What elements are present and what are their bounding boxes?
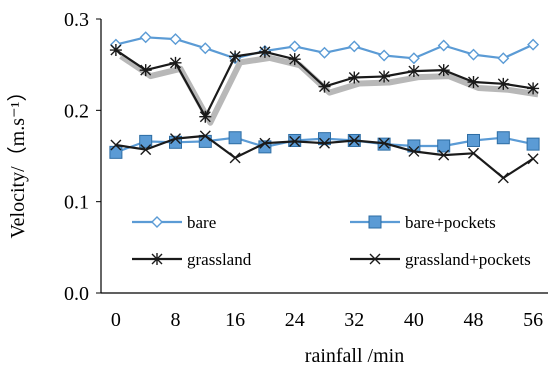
data-point [318,80,331,93]
series-grassland-pockets [110,130,539,184]
data-point [139,31,152,44]
x-tick-label: 24 [285,309,305,331]
data-point [438,149,450,161]
data-point [527,82,540,95]
data-point [527,153,539,165]
data-point [139,64,152,77]
data-point [288,53,301,66]
data-point [437,39,450,52]
y-axis-title: Velocity/（m.s⁻¹） [6,81,29,238]
data-point [319,137,330,149]
data-point [467,48,480,61]
legend-label: grassland+pockets [405,250,531,269]
data-point [526,137,540,151]
legend-label: bare [187,213,216,232]
data-point [170,133,181,145]
data-point [348,134,360,146]
x-tick-label: 0 [111,309,121,331]
data-point [259,137,271,149]
legend-marker [151,216,163,228]
data-point [496,131,510,145]
data-point [110,139,122,151]
data-point [497,172,509,184]
data-point [258,45,271,58]
tick-labels: 0.0 0.1 0.2 0.3 0 8 16 24 32 40 48 56 [64,9,543,331]
data-point [378,49,391,62]
y-tick-label: 0.1 [64,192,89,214]
data-point [437,64,450,77]
data-point [139,134,153,148]
data-point [199,42,212,55]
legend-label: bare+pockets [405,213,496,232]
data-point [318,132,331,146]
y-tick-label: 0.2 [64,100,89,122]
data-point [228,131,242,145]
data-point [140,144,152,156]
data-point [437,139,451,153]
data-point [348,40,361,53]
y-tick-label: 0.0 [64,283,89,305]
x-tick-label: 48 [464,309,484,331]
data-series [109,31,540,184]
x-tick-label: 40 [404,309,424,331]
data-point [407,65,420,78]
data-point [169,56,182,69]
y-tick-label: 0.3 [64,9,89,31]
data-point [288,40,301,53]
data-point [109,145,123,159]
data-point [109,44,122,57]
data-point [289,135,301,147]
data-point [199,110,212,123]
data-point [378,137,390,149]
legend-marker [151,253,163,265]
data-point [199,130,211,142]
data-point [408,145,420,157]
x-axis-title: rainfall /min [305,345,404,367]
legend-marker [369,253,381,265]
data-point [467,133,480,147]
legend-label: grassland [187,250,252,269]
data-point [497,77,510,90]
legend-marker [368,215,382,229]
data-point [229,152,241,164]
data-point [318,46,331,59]
data-point [527,38,540,51]
x-tick-label: 56 [523,309,543,331]
legend: bare bare+pockets grassland grassland+pocke… [132,213,531,269]
data-point [468,147,479,159]
plot-axes [96,18,548,294]
data-point [407,52,420,65]
data-point [348,71,361,84]
data-point [229,50,242,63]
x-tick-label: 32 [344,309,364,331]
data-point [169,33,182,46]
x-tick-label: 16 [225,309,245,331]
x-tick-label: 8 [171,309,181,331]
data-point [497,52,510,65]
data-point [467,76,480,89]
data-point [378,70,391,83]
series-shadow [119,53,539,126]
series-grassland [109,44,540,126]
